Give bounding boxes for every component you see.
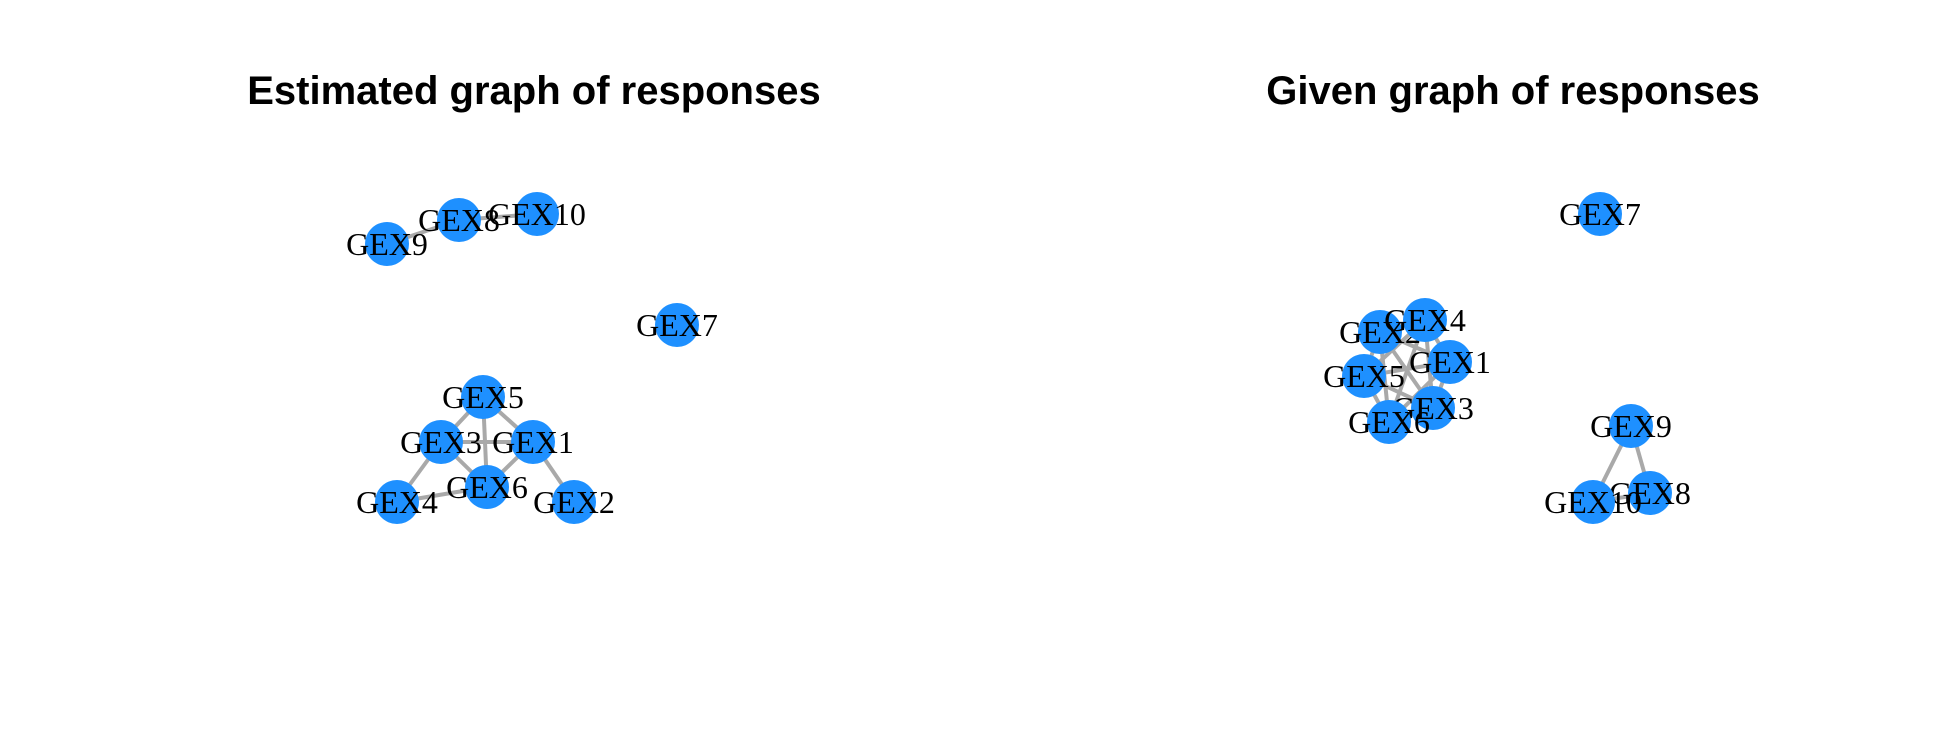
- node-circle: [1367, 400, 1411, 444]
- node-gex3: GEX3: [400, 420, 482, 464]
- node-gex1: GEX1: [1409, 340, 1491, 384]
- node-circle: [365, 222, 409, 266]
- node-gex1: GEX1: [492, 420, 574, 464]
- node-circle: [1358, 310, 1402, 354]
- node-circle: [511, 420, 555, 464]
- node-label: GEX2: [533, 484, 615, 520]
- node-circle: [1342, 354, 1386, 398]
- node-gex10: GEX10: [488, 192, 586, 236]
- node-gex9: GEX9: [346, 222, 428, 266]
- node-gex8: GEX8: [418, 198, 500, 242]
- node-circle: [419, 420, 463, 464]
- node-label: GEX1: [492, 424, 574, 460]
- node-label: GEX7: [1559, 196, 1641, 232]
- node-circle: [1578, 192, 1622, 236]
- node-gex6: GEX6: [1348, 400, 1430, 444]
- node-label: GEX10: [1544, 484, 1642, 520]
- node-gex2: GEX2: [533, 480, 615, 524]
- node-gex7: GEX7: [636, 303, 718, 347]
- node-circle: [1411, 386, 1455, 430]
- node-label: GEX6: [1348, 404, 1430, 440]
- node-gex9: GEX9: [1590, 404, 1672, 448]
- node-label: GEX4: [1384, 302, 1466, 338]
- node-label: GEX3: [400, 424, 482, 460]
- node-label: GEX7: [636, 307, 718, 343]
- node-label: GEX8: [1609, 475, 1691, 511]
- node-circle: [515, 192, 559, 236]
- node-circle: [437, 198, 481, 242]
- node-gex10: GEX10: [1544, 480, 1642, 524]
- node-gex4: GEX4: [1384, 298, 1466, 342]
- node-label: GEX1: [1409, 344, 1491, 380]
- node-label: GEX9: [1590, 408, 1672, 444]
- node-gex5: GEX5: [442, 375, 524, 419]
- estimated-graph-panel: Estimated graph of responses GEX1GEX2GEX…: [247, 69, 821, 524]
- node-circle: [461, 375, 505, 419]
- node-gex6: GEX6: [446, 465, 528, 509]
- node-label: GEX4: [356, 484, 438, 520]
- node-label: GEX8: [418, 202, 500, 238]
- node-circle: [1428, 340, 1472, 384]
- node-circle: [1571, 480, 1615, 524]
- given-graph-panel: Given graph of responses GEX1GEX2GEX3GEX…: [1266, 69, 1760, 524]
- node-label: GEX5: [442, 379, 524, 415]
- node-circle: [552, 480, 596, 524]
- node-circle: [1403, 298, 1447, 342]
- node-label: GEX6: [446, 469, 528, 505]
- node-circle: [465, 465, 509, 509]
- node-gex5: GEX5: [1323, 354, 1405, 398]
- node-circle: [375, 480, 419, 524]
- given-graph-title: Given graph of responses: [1266, 69, 1759, 113]
- node-gex4: GEX4: [356, 480, 438, 524]
- node-label: GEX5: [1323, 358, 1405, 394]
- estimated-graph-title: Estimated graph of responses: [247, 69, 820, 113]
- node-gex7: GEX7: [1559, 192, 1641, 236]
- node-circle: [655, 303, 699, 347]
- node-circle: [1609, 404, 1653, 448]
- node-label: GEX10: [488, 196, 586, 232]
- node-circle: [1628, 471, 1672, 515]
- node-label: GEX9: [346, 226, 428, 262]
- given-graph-nodes: GEX1GEX2GEX3GEX4GEX5GEX6GEX7GEX8GEX9GEX1…: [1323, 192, 1691, 524]
- node-gex8: GEX8: [1609, 471, 1691, 515]
